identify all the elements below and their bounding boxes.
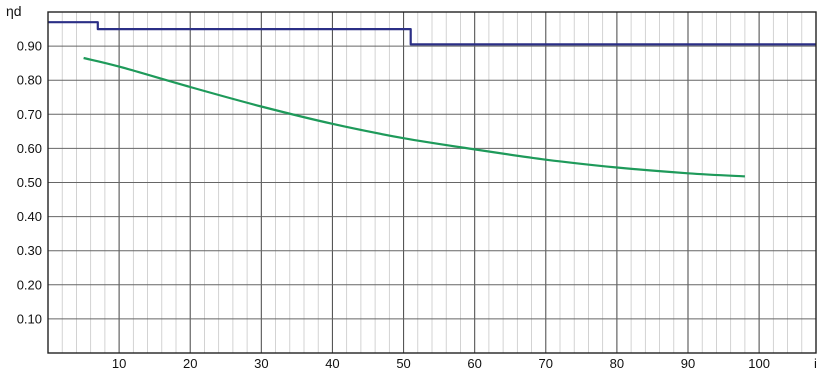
y-tick-label: 0.70 bbox=[17, 107, 42, 122]
y-tick-label: 0.40 bbox=[17, 209, 42, 224]
x-tick-label: 20 bbox=[183, 356, 197, 371]
x-tick-label: 100 bbox=[748, 356, 770, 371]
y-tick-label: 0.60 bbox=[17, 141, 42, 156]
labels-layer: 10 20 30 40 50 60 70 80 90 100 0.10 0.20 0.30 0.40 0.5… bbox=[17, 39, 770, 371]
x-tick-label: 10 bbox=[112, 356, 126, 371]
series-line-curve bbox=[83, 56, 745, 178]
major-grid bbox=[48, 12, 816, 353]
x-tick-label: 50 bbox=[396, 356, 410, 371]
plot-frame bbox=[47, 11, 817, 354]
y-tick-label: 0.10 bbox=[17, 311, 42, 326]
y-axis-label: ηd bbox=[6, 3, 22, 19]
x-tick-label: 40 bbox=[325, 356, 339, 371]
y-tick-label: 0.90 bbox=[17, 39, 42, 54]
y-tick-label: 0.50 bbox=[17, 175, 42, 190]
series-line-step bbox=[48, 21, 816, 46]
series-layer bbox=[48, 21, 816, 178]
x-tick-label: 70 bbox=[539, 356, 553, 371]
x-tick-label: 90 bbox=[681, 356, 695, 371]
y-tick-label: 0.80 bbox=[17, 73, 42, 88]
y-tick-label: 0.30 bbox=[17, 243, 42, 258]
x-axis-label: i bbox=[814, 356, 817, 371]
x-tick-label: 30 bbox=[254, 356, 268, 371]
y-tick-label: 0.20 bbox=[17, 277, 42, 292]
x-tick-label: 80 bbox=[610, 356, 624, 371]
x-tick-label: 60 bbox=[467, 356, 481, 371]
